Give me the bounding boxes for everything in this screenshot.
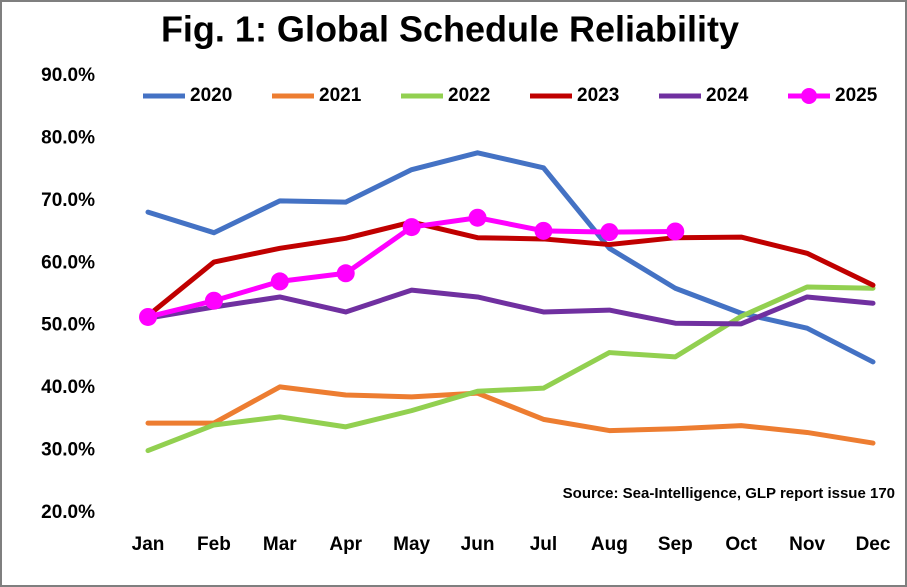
data-point [204, 291, 223, 310]
x-tick-label: Jan [132, 534, 165, 555]
x-tick-label: Oct [725, 534, 757, 555]
y-tick-label: 90.0% [41, 65, 95, 86]
x-tick-label: Sep [658, 534, 693, 555]
source-note: Source: Sea-Intelligence, GLP report iss… [563, 485, 895, 502]
y-tick-label: 20.0% [41, 502, 95, 523]
data-point [534, 221, 553, 240]
x-tick-label: Dec [856, 534, 891, 555]
y-tick-label: 80.0% [41, 127, 95, 148]
x-tick-label: Apr [329, 534, 362, 555]
series-line [145, 150, 876, 365]
data-point [468, 208, 487, 227]
legend-label: 2023 [577, 85, 619, 106]
legend-label: 2022 [448, 85, 490, 106]
data-point [600, 223, 619, 242]
x-tick-label: Jun [461, 534, 495, 555]
x-tick-label: Nov [789, 534, 825, 555]
data-point [402, 218, 421, 237]
y-tick-label: 40.0% [41, 377, 95, 398]
y-tick-label: 30.0% [41, 440, 95, 461]
x-tick-label: Mar [263, 534, 297, 555]
series-line [145, 284, 876, 454]
data-point [139, 307, 157, 326]
x-tick-label: Feb [197, 534, 231, 555]
series-line [145, 287, 876, 327]
y-tick-label: 70.0% [41, 190, 95, 211]
x-tick-label: Jul [530, 534, 557, 555]
y-tick-label: 60.0% [41, 252, 95, 273]
series-line [145, 384, 876, 446]
legend-marker [801, 88, 817, 104]
series-line [145, 219, 876, 319]
legend-label: 2020 [190, 85, 232, 106]
legend-label: 2021 [319, 85, 362, 106]
x-tick-label: Aug [591, 534, 628, 555]
data-point [270, 272, 289, 291]
legend-label: 2024 [706, 85, 749, 106]
x-tick-label: May [393, 534, 430, 555]
data-point [336, 264, 355, 283]
legend-label: 2025 [835, 85, 878, 106]
y-tick-label: 50.0% [41, 315, 95, 336]
data-point [666, 222, 685, 241]
chart-title: Fig. 1: Global Schedule Reliability [161, 9, 739, 50]
